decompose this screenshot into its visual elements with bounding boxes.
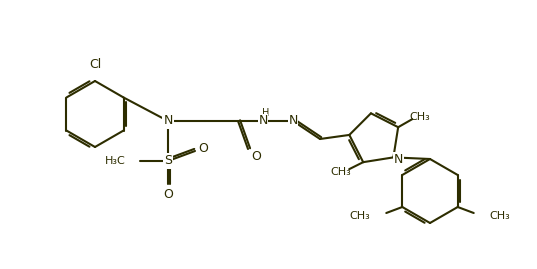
Text: O: O [163,187,173,200]
Text: N: N [394,153,403,166]
Text: N: N [258,115,267,128]
Text: CH₃: CH₃ [350,211,371,221]
Text: O: O [198,143,208,155]
Text: O: O [251,150,261,164]
Text: CH₃: CH₃ [331,167,352,177]
Text: H: H [262,108,270,118]
Text: CH₃: CH₃ [490,211,511,221]
Text: N: N [163,115,173,128]
Text: CH₃: CH₃ [410,112,431,122]
Text: Cl: Cl [89,58,101,71]
Text: H₃C: H₃C [105,156,126,166]
Text: S: S [164,154,172,168]
Text: N: N [288,115,297,128]
